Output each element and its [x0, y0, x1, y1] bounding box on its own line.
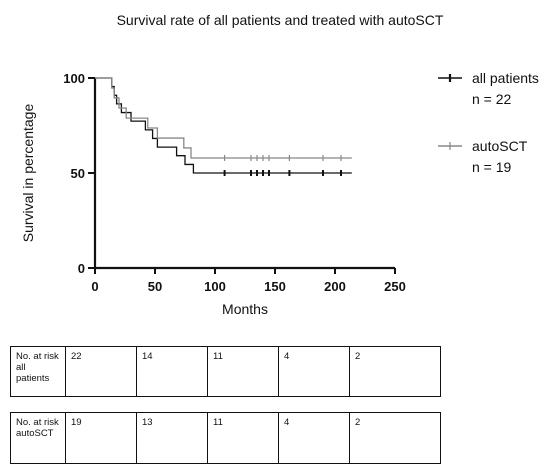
x-tick-label: 150	[264, 279, 286, 294]
table-row: No. at risk autoSCT 19 13 11 4 2	[10, 412, 441, 464]
risk-count-cell: 14	[136, 346, 208, 397]
risk-count-cell: 19	[65, 412, 137, 464]
x-tick-label: 50	[148, 279, 162, 294]
legend-entry-name: autoSCT	[472, 138, 528, 154]
axes: 0 50 100 150 200 250 0 50 100	[63, 71, 406, 294]
table-row: No. at risk all patients 22 14 11 4 2	[10, 346, 441, 397]
risk-table-label: No. at risk all patients	[10, 346, 66, 397]
risk-count-cell: 13	[136, 412, 208, 464]
legend-entry-count: n = 22	[472, 91, 512, 107]
risk-table-all-patients: No. at risk all patients 22 14 11 4 2	[10, 346, 441, 397]
legend-entry-count: n = 19	[472, 159, 512, 175]
risk-count-cell: 11	[207, 412, 279, 464]
chart-title: Survival rate of all patients and treate…	[117, 12, 444, 28]
y-tick-label: 0	[78, 261, 85, 276]
legend: all patients n = 22 autoSCT n = 19	[438, 70, 539, 175]
risk-count-cell: 2	[349, 346, 441, 397]
legend-entry-name: all patients	[472, 70, 539, 86]
series-layer	[95, 77, 352, 176]
risk-count-cell: 4	[278, 346, 350, 397]
risk-table-label: No. at risk autoSCT	[10, 412, 66, 464]
series-line-autosct	[95, 77, 352, 159]
y-tick-label: 50	[71, 166, 85, 181]
x-tick-label: 250	[384, 279, 406, 294]
risk-count-cell: 2	[349, 412, 441, 464]
x-tick-label: 100	[204, 279, 226, 294]
y-axis-label: Survival in percentage	[20, 104, 36, 243]
x-tick-label: 200	[324, 279, 346, 294]
risk-count-cell: 11	[207, 346, 279, 397]
risk-count-cell: 22	[65, 346, 137, 397]
series-line-all-patients	[95, 77, 352, 174]
survival-chart: Survival rate of all patients and treate…	[20, 12, 539, 317]
x-tick-label: 0	[91, 279, 98, 294]
x-axis-label: Months	[222, 301, 268, 317]
y-tick-label: 100	[63, 71, 85, 86]
risk-count-cell: 4	[278, 412, 350, 464]
risk-table-autosct: No. at risk autoSCT 19 13 11 4 2	[10, 412, 441, 464]
